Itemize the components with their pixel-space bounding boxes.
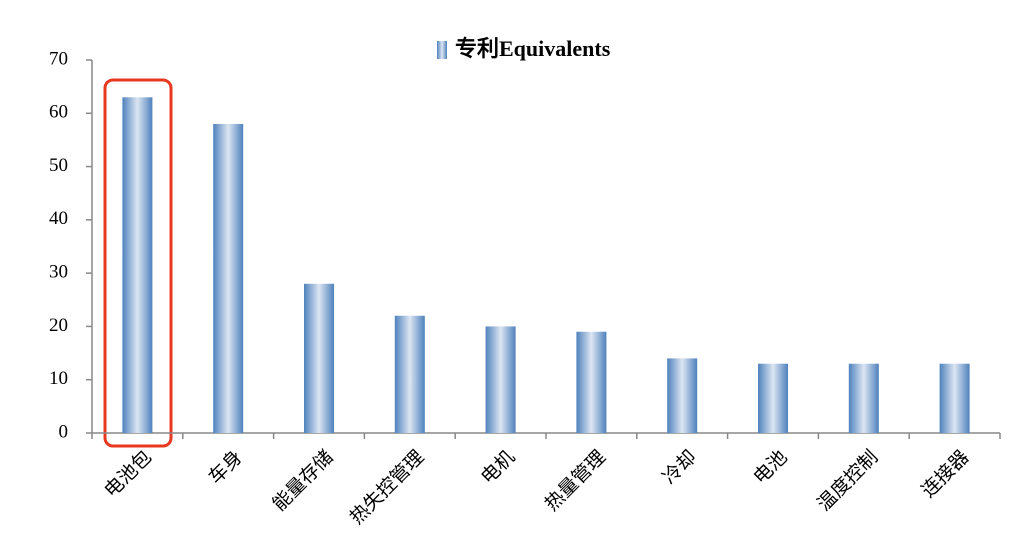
y-tick-label: 50 xyxy=(49,155,68,176)
y-tick-label: 70 xyxy=(49,48,68,69)
y-tick-label: 60 xyxy=(49,102,68,123)
bar xyxy=(213,123,244,433)
y-tick-label: 20 xyxy=(49,315,68,336)
bar xyxy=(485,326,516,433)
x-tick-label: 电机 xyxy=(477,446,519,488)
bar xyxy=(122,97,153,434)
x-tick-label: 连接器 xyxy=(917,446,973,502)
x-tick-label: 温度控制 xyxy=(813,446,882,515)
y-tick-label: 0 xyxy=(59,421,69,442)
bar xyxy=(939,363,970,433)
y-tick-label: 10 xyxy=(49,368,68,389)
y-tick-label: 40 xyxy=(49,208,68,229)
bar xyxy=(394,315,425,433)
x-tick-label: 能量存储 xyxy=(268,446,337,515)
legend-swatch xyxy=(437,41,447,59)
bar xyxy=(848,363,879,433)
bar xyxy=(304,283,334,433)
bar xyxy=(758,363,788,433)
y-tick-label: 30 xyxy=(49,262,68,283)
x-tick-label: 车身 xyxy=(204,446,246,488)
x-tick-label: 电池 xyxy=(749,446,791,488)
legend-label: 专利Equivalents xyxy=(455,36,611,61)
x-tick-label: 电池包 xyxy=(100,446,156,502)
bar xyxy=(667,358,698,433)
x-tick-label: 热量管理 xyxy=(541,446,610,515)
bar xyxy=(576,331,607,433)
x-tick-label: 热失控管理 xyxy=(346,446,429,529)
x-tick-label: 冷却 xyxy=(658,446,700,488)
highlight-box xyxy=(103,78,173,448)
